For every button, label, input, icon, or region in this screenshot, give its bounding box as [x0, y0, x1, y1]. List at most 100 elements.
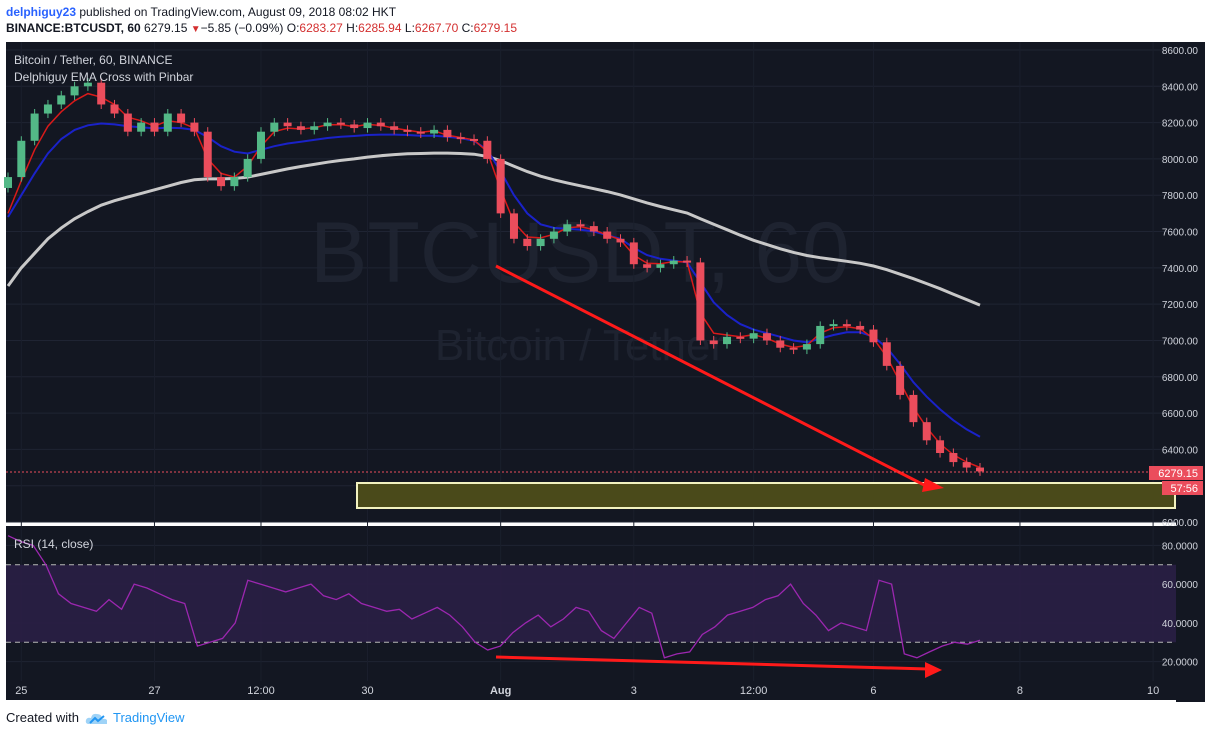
candle-up — [256, 131, 265, 159]
candle-up — [57, 95, 66, 105]
candle-down — [177, 113, 186, 123]
indicator-name: Delphiguy EMA Cross with Pinbar — [14, 70, 193, 84]
close-value: 6279.15 — [473, 21, 518, 35]
candle-down — [962, 462, 971, 468]
candle-down — [696, 262, 705, 341]
rsi-band-fill — [6, 564, 1176, 643]
time-tick-label: Aug — [490, 685, 511, 697]
chart-title: Bitcoin / Tether, 60, BINANCE — [14, 53, 173, 67]
rsi-tick-label: 80.0000 — [1162, 541, 1199, 552]
candle-down — [683, 260, 692, 263]
price-tick-label: 8000.00 — [1162, 155, 1199, 166]
rsi-label: RSI (14, close) — [14, 537, 93, 551]
publish-line: delphiguy23 published on TradingView.com… — [6, 4, 517, 20]
chart-header: delphiguy23 published on TradingView.com… — [6, 4, 517, 38]
candle-down — [936, 440, 945, 454]
tradingview-link[interactable]: TradingView — [112, 710, 185, 725]
candle-up — [310, 126, 319, 130]
candle-down — [443, 129, 452, 138]
candle-up — [243, 158, 252, 178]
candle-down — [776, 340, 785, 348]
candle-down — [110, 104, 119, 114]
candle-down — [976, 467, 984, 472]
author-link[interactable]: delphiguy23 — [6, 5, 77, 19]
candle-down — [283, 122, 292, 127]
price-axis — [1176, 42, 1205, 702]
watermark-symbol: BTCUSDT, 60 — [310, 205, 850, 301]
price-change: −5.85 (−0.09%) — [200, 21, 284, 35]
candle-up — [656, 264, 665, 268]
candle-down — [589, 226, 598, 232]
high-value: 6285.94 — [358, 21, 402, 35]
symbol-label: BINANCE:BTCUSDT, 60 — [6, 21, 141, 35]
candle-down — [296, 126, 305, 130]
candle-down — [496, 158, 505, 214]
candle-up — [363, 122, 372, 129]
candle-down — [523, 238, 532, 247]
candle-down — [217, 177, 226, 187]
price-tick-label: 7600.00 — [1162, 228, 1199, 239]
price-tick-label: 6000.00 — [1162, 518, 1199, 529]
time-tick-label: 10 — [1147, 685, 1159, 697]
open-label: O: — [286, 21, 300, 35]
tradingview-cloud-icon — [85, 713, 107, 724]
candle-down — [336, 122, 345, 125]
price-badge — [1149, 466, 1203, 480]
candle-up — [829, 324, 838, 327]
candle-up — [536, 238, 545, 247]
candle-down — [203, 131, 212, 178]
candle-up — [30, 113, 39, 141]
rsi-tick-label: 20.0000 — [1162, 658, 1199, 669]
candle-up — [230, 177, 239, 187]
y-axis-labels: 6000.006200.006400.006600.006800.007000.… — [1162, 46, 1199, 669]
candle-down — [376, 122, 385, 127]
chart-canvas[interactable]: BTCUSDT, 60 Bitcoin / Tether 6000.006200… — [0, 42, 1205, 702]
candle-down — [869, 329, 878, 343]
candle-up — [430, 129, 439, 134]
candle-up — [4, 177, 12, 188]
time-tick-label: 27 — [148, 685, 160, 697]
candle-down — [509, 213, 518, 239]
candle-down — [576, 224, 585, 227]
candle-down — [882, 342, 891, 366]
rsi-arrow-head-icon — [925, 662, 942, 678]
candle-down — [709, 340, 718, 345]
rsi-tick-label: 60.0000 — [1162, 580, 1199, 591]
candle-down — [762, 333, 771, 341]
candle-up — [723, 336, 732, 345]
candle-down — [789, 347, 798, 350]
candle-down — [949, 453, 958, 463]
candle-up — [137, 122, 146, 132]
close-label: C: — [461, 21, 474, 35]
candle-down — [190, 122, 199, 132]
candle-down — [736, 336, 745, 339]
candle-down — [416, 131, 425, 134]
candle-down — [350, 124, 359, 129]
support-zone — [356, 482, 1176, 509]
price-tick-label: 8200.00 — [1162, 119, 1199, 130]
candle-up — [549, 231, 558, 239]
price-tick-label: 6600.00 — [1162, 409, 1199, 420]
price-tick-label: 8600.00 — [1162, 46, 1199, 57]
candle-up — [43, 104, 52, 114]
price-tick-label: 7200.00 — [1162, 300, 1199, 311]
candle-down — [643, 264, 652, 268]
time-tick-label: 12:00 — [740, 685, 768, 697]
time-tick-label: 30 — [361, 685, 373, 697]
price-tick-label: 6800.00 — [1162, 373, 1199, 384]
rsi-band — [6, 564, 1176, 643]
time-tick-label: 3 — [631, 685, 637, 697]
price-arrow-head-icon — [922, 478, 944, 492]
last-price: 6279.15 — [144, 21, 188, 35]
watermark-name: Bitcoin / Tether — [435, 321, 725, 370]
candle-up — [83, 82, 92, 87]
open-value: 6283.27 — [299, 21, 343, 35]
candle-down — [150, 122, 159, 132]
footer: Created with TradingView — [6, 710, 185, 725]
candle-up — [17, 140, 26, 178]
created-with-label: Created with — [6, 710, 79, 725]
price-pane — [6, 42, 1176, 522]
time-tick-label: 6 — [870, 685, 876, 697]
time-tick-label: 8 — [1017, 685, 1023, 697]
trend-arrows — [495, 264, 944, 678]
